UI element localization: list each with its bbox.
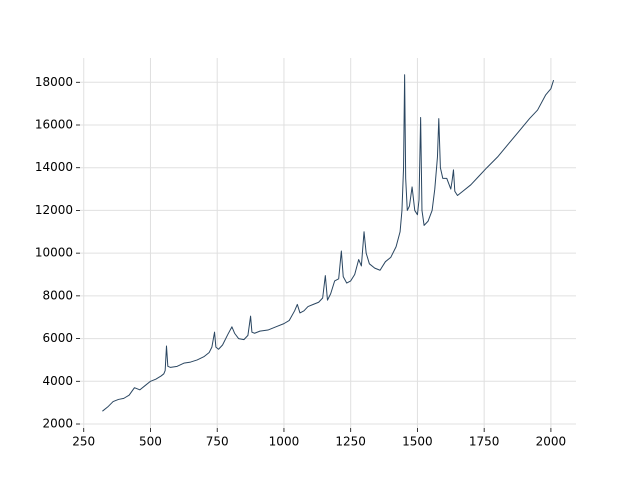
x-tick-label: 1500 [402, 435, 433, 449]
y-tick-label: 6000 [42, 331, 73, 345]
y-tick-label: 8000 [42, 288, 73, 302]
y-tick-label: 4000 [42, 374, 73, 388]
y-tick-label: 14000 [35, 160, 73, 174]
y-tick-label: 10000 [35, 246, 73, 260]
x-tick-label: 750 [206, 435, 229, 449]
x-tick-label: 250 [72, 435, 95, 449]
x-tick-label: 1750 [469, 435, 500, 449]
y-tick-label: 2000 [42, 417, 73, 431]
y-tick-label: 16000 [35, 117, 73, 131]
x-tick-label: 500 [139, 435, 162, 449]
line-series [102, 74, 555, 412]
y-tick-label: 12000 [35, 203, 73, 217]
x-tick-label: 2000 [536, 435, 567, 449]
y-tick-label: 18000 [35, 75, 73, 89]
x-tick-label: 1000 [269, 435, 300, 449]
x-tick-label: 1250 [335, 435, 366, 449]
